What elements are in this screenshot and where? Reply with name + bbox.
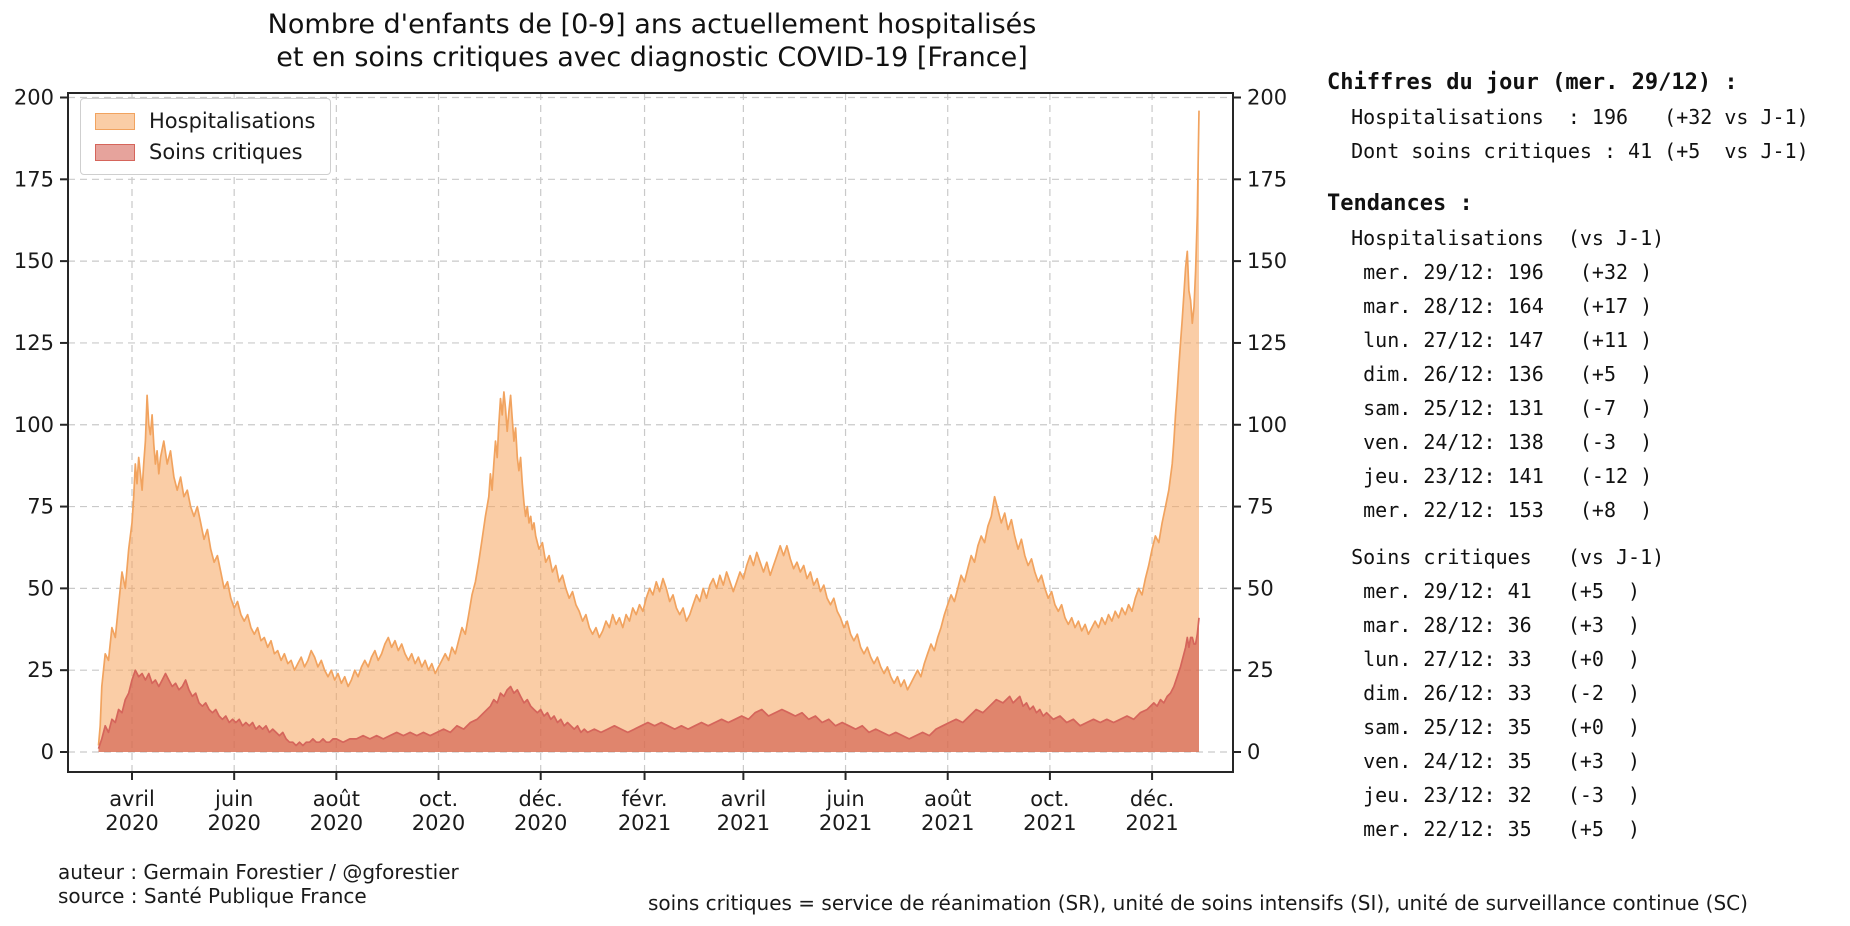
stats-line: dim. 26/12: 136 (+5 ): [1327, 362, 1653, 386]
x-tick-label-month: déc.: [1130, 787, 1174, 811]
legend-label-soins-critiques: Soins critiques: [149, 140, 303, 164]
soins-critiques-area: [98, 617, 1199, 752]
x-tick-label-month: août: [313, 787, 360, 811]
x-tick-label-year: 2020: [310, 811, 363, 835]
y-tick-label-right: 50: [1247, 576, 1274, 600]
author-credit: auteur : Germain Forestier / @gforestier: [58, 860, 459, 884]
x-tick-label-month: oct.: [419, 787, 458, 811]
x-tick-label-month: oct.: [1030, 787, 1069, 811]
y-tick-label-left: 150: [14, 249, 54, 273]
stats-header: Chiffres du jour (mer. 29/12) :: [1327, 70, 1738, 95]
x-tick-label-year: 2021: [618, 811, 671, 835]
credits: auteur : Germain Forestier / @gforestier…: [58, 860, 459, 908]
stats-line: mar. 28/12: 164 (+17 ): [1327, 294, 1653, 318]
x-tick-label-month: août: [924, 787, 971, 811]
soins-critiques-swatch: [95, 143, 135, 161]
x-tick-label-month: avril: [721, 787, 767, 811]
footnote: soins critiques = service de réanimation…: [648, 891, 1748, 915]
x-tick-label-year: 2021: [1125, 811, 1178, 835]
stats-line: Soins critiques (vs J-1): [1327, 545, 1665, 569]
stats-line: jeu. 23/12: 141 (-12 ): [1327, 464, 1653, 488]
stats-line: lun. 27/12: 147 (+11 ): [1327, 328, 1653, 352]
x-tick-label-year: 2021: [717, 811, 770, 835]
stats-line: mar. 28/12: 36 (+3 ): [1327, 613, 1641, 637]
stats-line: mer. 22/12: 35 (+5 ): [1327, 817, 1641, 841]
page-title: Nombre d'enfants de [0-9] ans actuelleme…: [0, 8, 1304, 74]
y-tick-label-right: 125: [1247, 331, 1287, 355]
soins-critiques-line: [97, 617, 1200, 749]
stats-line: mer. 29/12: 196 (+32 ): [1327, 260, 1653, 284]
legend-item-hospitalisations: Hospitalisations: [95, 107, 316, 135]
x-tick-label-year: 2020: [412, 811, 465, 835]
stats-line: lun. 27/12: 33 (+0 ): [1327, 647, 1641, 671]
hospitalisations-swatch: [95, 112, 135, 130]
y-tick-label-right: 75: [1247, 495, 1274, 519]
stats-line: mer. 29/12: 41 (+5 ): [1327, 579, 1641, 603]
legend: Hospitalisations Soins critiques: [80, 98, 331, 175]
x-tick-label-month: juin: [214, 787, 253, 811]
stats-line: Hospitalisations : 196 (+32 vs J-1): [1327, 105, 1809, 129]
stats-line: ven. 24/12: 138 (-3 ): [1327, 430, 1653, 454]
hospitalisations-line: [97, 110, 1200, 746]
chart-title-line2: et en soins critiques avec diagnostic CO…: [276, 42, 1028, 73]
x-tick-label-year: 2021: [819, 811, 872, 835]
y-tick-label-left: 0: [41, 740, 54, 764]
y-tick-label-left: 200: [14, 86, 54, 110]
x-tick-label-month: févr.: [621, 787, 667, 811]
stats-line: mer. 22/12: 153 (+8 ): [1327, 498, 1653, 522]
stats-line: ven. 24/12: 35 (+3 ): [1327, 749, 1641, 773]
stats-line: dim. 26/12: 33 (-2 ): [1327, 681, 1641, 705]
x-tick-label-month: déc.: [518, 787, 562, 811]
stats-line: sam. 25/12: 131 (-7 ): [1327, 396, 1653, 420]
y-tick-label-right: 25: [1247, 658, 1274, 682]
stats-line: Dont soins critiques : 41 (+5 vs J-1): [1327, 139, 1809, 163]
stats-header: Tendances :: [1327, 191, 1473, 216]
stats-line: jeu. 23/12: 32 (-3 ): [1327, 783, 1641, 807]
legend-item-soins-critiques: Soins critiques: [95, 138, 316, 166]
hospitalisations-area: [98, 110, 1199, 753]
y-tick-label-left: 25: [27, 658, 54, 682]
x-tick-label-year: 2020: [514, 811, 567, 835]
y-tick-label-right: 200: [1247, 86, 1287, 110]
y-tick-label-left: 100: [14, 413, 54, 437]
chart-title-line1: Nombre d'enfants de [0-9] ans actuelleme…: [267, 9, 1037, 40]
x-tick-label-year: 2021: [921, 811, 974, 835]
x-tick-label-year: 2020: [105, 811, 158, 835]
y-tick-label-right: 150: [1247, 249, 1287, 273]
plot-frame: [67, 92, 1234, 773]
stats-line: Hospitalisations (vs J-1): [1327, 226, 1665, 250]
y-tick-label-right: 100: [1247, 413, 1287, 437]
y-tick-label-left: 175: [14, 167, 54, 191]
y-tick-label-left: 125: [14, 331, 54, 355]
y-tick-label-left: 50: [27, 576, 54, 600]
y-tick-label-right: 175: [1247, 167, 1287, 191]
x-tick-label-year: 2021: [1023, 811, 1076, 835]
source-credit: source : Santé Publique France: [58, 884, 367, 908]
stats-line: sam. 25/12: 35 (+0 ): [1327, 715, 1641, 739]
x-tick-label-month: avril: [109, 787, 155, 811]
x-tick-label-year: 2020: [207, 811, 260, 835]
stats-panel: Chiffres du jour (mer. 29/12) : Hospital…: [1327, 66, 1809, 846]
y-tick-label-left: 75: [27, 495, 54, 519]
y-tick-label-right: 0: [1247, 740, 1260, 764]
legend-label-hospitalisations: Hospitalisations: [149, 109, 316, 133]
x-tick-label-month: juin: [825, 787, 864, 811]
